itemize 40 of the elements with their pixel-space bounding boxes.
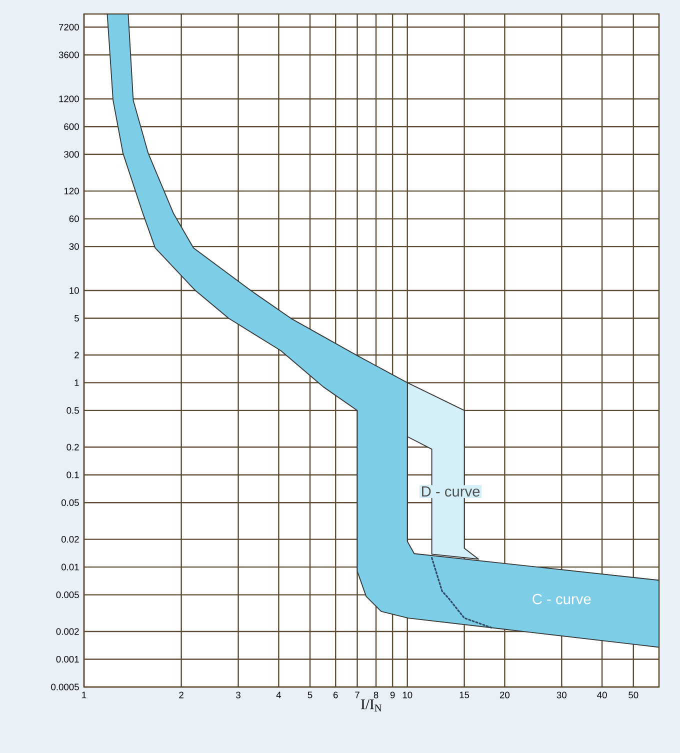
y-tick-label: 0.2 <box>66 444 79 450</box>
x-tick-label: 4 <box>276 692 282 698</box>
x-tick-label: 15 <box>460 692 470 698</box>
x-tick-label: 1 <box>82 692 86 698</box>
y-tick-label: 0.05 <box>61 499 79 506</box>
y-tick-label: 1200 <box>59 96 79 102</box>
y-tick-label: 0.001 <box>56 656 79 663</box>
x-tick-label: 3 <box>236 692 240 698</box>
y-tick-label: 10 <box>70 287 79 294</box>
y-tick-label: 30 <box>69 243 79 250</box>
y-tick-label: 60 <box>69 216 79 222</box>
x-tick-label: 5 <box>308 692 312 698</box>
y-tick-label: 300 <box>64 151 79 158</box>
y-tick-label: 120 <box>64 188 79 194</box>
y-tick-label: 2 <box>74 352 79 358</box>
annotation: C - curve <box>532 594 591 604</box>
x-tick-label: 30 <box>556 692 566 698</box>
x-axis-title: I/I$_{N}$ <box>361 699 382 712</box>
y-tick-label: 0.02 <box>61 536 79 543</box>
x-tick-label: 50 <box>628 692 638 698</box>
x-tick-label: 6 <box>334 692 338 698</box>
y-tick-label: 5 <box>74 315 79 322</box>
y-tick-label: 0.5 <box>66 407 79 414</box>
x-tick-label: 9 <box>390 692 395 698</box>
x-tick-label: 40 <box>597 692 607 698</box>
y-tick-label: 0.01 <box>61 564 79 570</box>
x-tick-label: 20 <box>500 692 510 698</box>
y-tick-label: 0.005 <box>56 592 79 598</box>
x-tick-label: 7 <box>355 692 360 698</box>
x-tick-label: 2 <box>179 692 184 698</box>
x-tick-label: 10 <box>402 692 412 698</box>
annotation: D - curve <box>422 486 480 497</box>
y-tick-label: 0.002 <box>56 628 79 635</box>
y-tick-label: 0.1 <box>66 472 79 478</box>
y-tick-label: 0.0005 <box>51 684 79 690</box>
x-tick-label: 8 <box>374 692 378 698</box>
y-tick-label: 3600 <box>58 52 79 58</box>
y-tick-label: 7200 <box>59 24 79 30</box>
y-tick-label: 600 <box>64 123 79 130</box>
y-tick-label: 1 <box>74 380 79 386</box>
